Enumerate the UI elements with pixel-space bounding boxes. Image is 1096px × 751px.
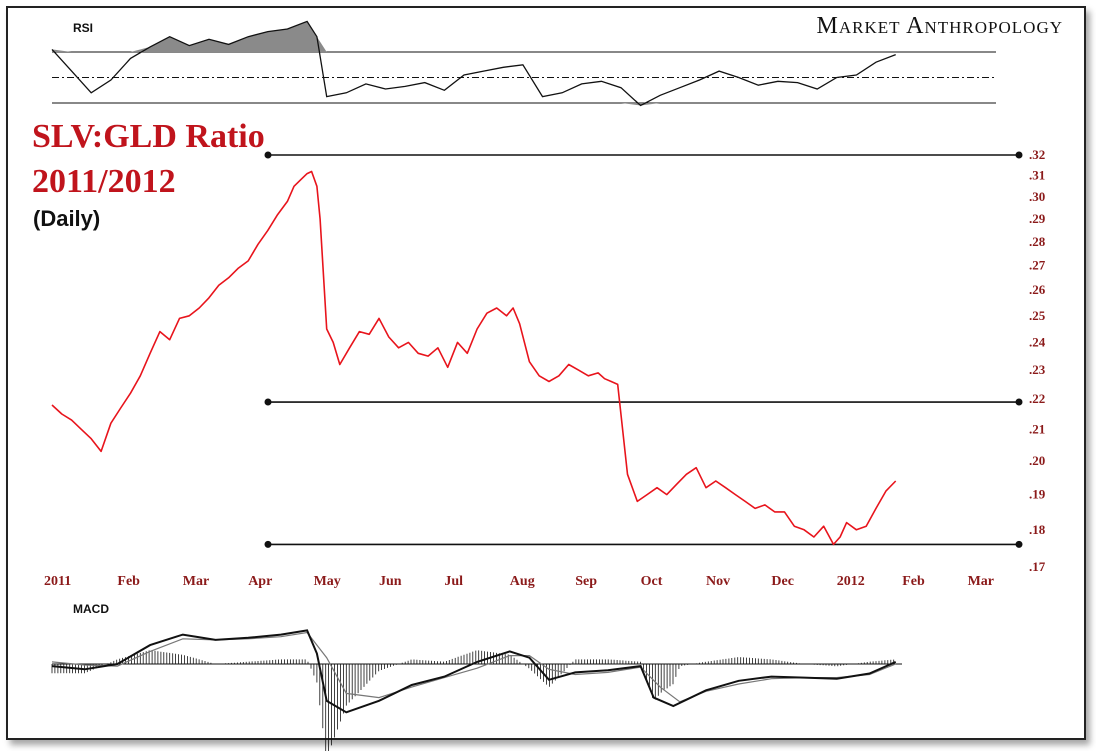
y-tick-label: .30	[1029, 189, 1045, 204]
macd-line	[51, 629, 897, 714]
y-tick-label: .19	[1029, 487, 1046, 502]
reference-level-dot	[1015, 540, 1023, 548]
x-tick-label: 2011	[44, 574, 71, 589]
macd-label: MACD	[73, 602, 109, 616]
y-tick-label: .18	[1029, 522, 1046, 537]
x-tick-label: 2012	[837, 574, 865, 589]
price-panel	[51, 151, 1023, 548]
chart-title-line1: SLV:GLD Ratio	[32, 118, 265, 155]
y-tick-label: .22	[1029, 391, 1045, 406]
y-tick-label: .28	[1029, 234, 1046, 249]
y-tick-label: .32	[1029, 147, 1045, 162]
y-tick-label: .31	[1029, 168, 1045, 183]
y-tick-label: .20	[1029, 453, 1045, 468]
y-tick-label: .23	[1029, 362, 1046, 377]
rsi-label: RSI	[73, 21, 93, 35]
y-tick-label: .29	[1029, 211, 1046, 226]
x-tick-label: Apr	[248, 574, 272, 589]
chart-subtitle: (Daily)	[33, 206, 100, 231]
y-tick-label: .21	[1029, 421, 1045, 436]
x-tick-label: Jul	[444, 574, 463, 589]
y-tick-label: .25	[1029, 308, 1046, 323]
y-tick-label: .26	[1029, 282, 1046, 297]
x-tick-label: May	[314, 574, 341, 589]
x-tick-label: Oct	[641, 574, 663, 589]
y-tick-label: .27	[1029, 258, 1046, 273]
chart-title-line2: 2011/2012	[32, 163, 176, 200]
x-tick-label: Dec	[771, 574, 794, 589]
y-tick-label: .24	[1029, 334, 1046, 349]
brand-name: Market Anthropology	[816, 13, 1063, 39]
reference-level-dot	[1015, 398, 1023, 406]
reference-level-dot	[1015, 151, 1023, 159]
reference-level-dot	[264, 398, 272, 406]
reference-level-dot	[264, 151, 272, 159]
x-tick-label: Mar	[968, 574, 994, 589]
macd-signal-line	[51, 631, 896, 703]
x-tick-label: Jun	[379, 574, 402, 589]
y-axis-ticks: .17 .18 .19 .20 .21 .22 .23 .24 .25 .26 .27 .28 .29.…	[1029, 147, 1046, 574]
x-tick-label: Nov	[706, 574, 730, 589]
macd-panel	[51, 629, 902, 751]
x-tick-label: Mar	[183, 574, 209, 589]
chart-frame	[6, 6, 1086, 740]
x-tick-label: Aug	[510, 574, 535, 589]
y-tick-label: .17	[1029, 559, 1046, 574]
x-tick-label: Feb	[117, 574, 140, 589]
rsi-series-line	[51, 20, 896, 107]
ratio-series-line	[51, 170, 897, 546]
rsi-overbought-fill	[52, 21, 896, 52]
rsi-panel	[51, 20, 996, 107]
reference-level-dot	[264, 540, 272, 548]
x-tick-label: Sep	[575, 574, 597, 589]
x-axis-ticks: 2011 Feb Mar Apr May Jun Jul Aug Sep Oct Nov Dec 201…	[44, 574, 994, 589]
x-tick-label: Feb	[902, 574, 925, 589]
